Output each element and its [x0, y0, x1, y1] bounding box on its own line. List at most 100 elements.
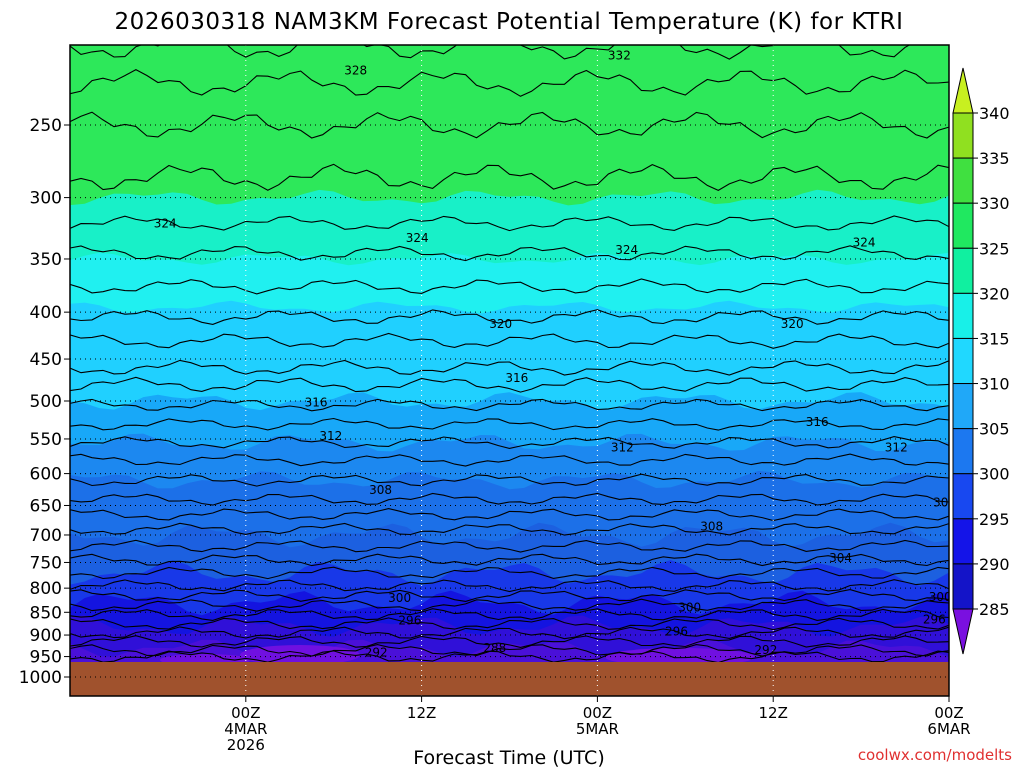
contour-label: 324	[154, 216, 177, 230]
contour-label: 288	[483, 641, 506, 655]
colorbar-label: 305	[979, 420, 1010, 439]
colorbar-label: 290	[979, 555, 1010, 574]
y-tick-label: 250	[30, 116, 62, 136]
contour-label: 296	[398, 614, 421, 628]
contour-line	[70, 579, 949, 593]
contour-line	[70, 359, 949, 376]
y-axis: 250 300 350 400 450 500 550 600 650 700 750 800 850 9…	[19, 116, 70, 688]
colorbar-segment	[952, 473, 974, 520]
contour-line	[70, 635, 949, 648]
contour-label: 320	[489, 317, 512, 331]
contour-label: 316	[305, 396, 328, 410]
colorbar-segment	[952, 428, 974, 475]
contour-line	[70, 436, 949, 449]
contour-label: 308	[700, 519, 723, 533]
grid	[70, 45, 949, 696]
contour-label: 312	[319, 429, 342, 443]
y-tick-label: 500	[30, 392, 62, 412]
colorbar-segment	[952, 247, 974, 294]
contour-line	[70, 539, 949, 553]
contour-line	[70, 68, 949, 97]
contour-line	[70, 309, 949, 325]
contour-line	[70, 598, 949, 612]
colorbar-label: 335	[979, 149, 1010, 168]
contour-line	[70, 553, 949, 567]
colorbar-label: 330	[979, 194, 1010, 213]
contour-line	[70, 492, 949, 506]
x-tick-label: 4MAR	[224, 720, 267, 738]
colorbar-segment	[952, 337, 974, 385]
colorbar-segment	[952, 563, 974, 610]
x-tick-label: 5MAR	[576, 720, 619, 738]
colorbar-segment	[952, 383, 974, 430]
contour-label: 324	[615, 243, 638, 257]
colorbar-segment	[952, 202, 974, 249]
contour-label: 316	[505, 371, 528, 385]
x-tick-label: 6MAR	[927, 720, 970, 738]
contour-label: 304	[829, 551, 852, 565]
x-tick-label: 00Z	[934, 704, 963, 722]
contour-line	[70, 417, 949, 431]
colorbar-label: 325	[979, 239, 1010, 258]
contour-line	[70, 278, 949, 295]
credit-text: coolwx.com/modelts	[858, 746, 1012, 764]
y-tick-label: 400	[30, 303, 62, 323]
contour-label: 320	[781, 317, 804, 331]
colorbar-label: 310	[979, 375, 1010, 394]
colorbar-label: 340	[979, 104, 1010, 123]
x-tick-label: 00Z	[583, 704, 612, 722]
y-tick-label: 1000	[19, 668, 62, 688]
colorbar-label: 300	[979, 465, 1010, 484]
colorbar-segment	[952, 112, 974, 159]
contour-line	[70, 215, 949, 232]
colorbar-top-arrow	[952, 67, 974, 114]
y-tick-label: 650	[30, 496, 62, 516]
cold-pool-blob	[240, 645, 360, 665]
contour-line	[70, 332, 949, 349]
contour-line	[70, 644, 949, 657]
x-tick-label: 00Z	[231, 704, 260, 722]
x-tick-label: 12Z	[407, 704, 436, 722]
colorbar-segment	[952, 292, 974, 339]
y-tick-label: 750	[30, 553, 62, 573]
contour-line	[70, 111, 949, 139]
contour-label: 332	[608, 49, 631, 63]
colorbar-label: 285	[979, 600, 1010, 619]
contour-line	[70, 522, 949, 536]
contour-label: 296	[665, 624, 688, 638]
y-tick-label: 800	[30, 579, 62, 599]
y-tick-label: 450	[30, 350, 62, 370]
y-tick-label: 900	[30, 626, 62, 646]
y-tick-label: 600	[30, 465, 62, 485]
y-tick-label: 700	[30, 526, 62, 546]
colorbar-segment	[952, 518, 974, 565]
contour-label: 300	[388, 591, 411, 605]
x-tick-label: 2026	[227, 736, 265, 754]
contour-label: 308	[369, 483, 392, 497]
contour-line	[70, 626, 949, 640]
contour-label: 316	[806, 415, 829, 429]
contour-label: 296	[923, 612, 946, 626]
contour-label: 324	[853, 236, 876, 250]
contour-label: 292	[365, 645, 388, 659]
contour-label: 312	[611, 441, 634, 455]
colorbar-bottom-arrow	[952, 608, 974, 655]
y-tick-label: 350	[30, 250, 62, 270]
colorbar-label: 315	[979, 329, 1010, 348]
contour-label: 324	[406, 231, 429, 245]
contour-labels: 332 328 324 324 324 324 320 320 316 316 316 312 312 3…	[154, 49, 949, 660]
contour-line	[70, 566, 949, 580]
colorbar-label: 295	[979, 510, 1010, 529]
x-tick-label: 12Z	[759, 704, 788, 722]
contour-line	[70, 376, 949, 393]
plot-area: 332 328 324 324 324 324 320 320 316 316 316 312 312 3…	[70, 45, 949, 696]
colorbar-label: 320	[979, 284, 1010, 303]
x-axis-label: Forecast Time (UTC)	[413, 747, 604, 768]
contour-line	[70, 245, 949, 262]
contour-line	[70, 398, 949, 412]
plot-frame	[69, 44, 950, 697]
contour-line	[70, 453, 949, 467]
contour-line	[70, 163, 949, 192]
